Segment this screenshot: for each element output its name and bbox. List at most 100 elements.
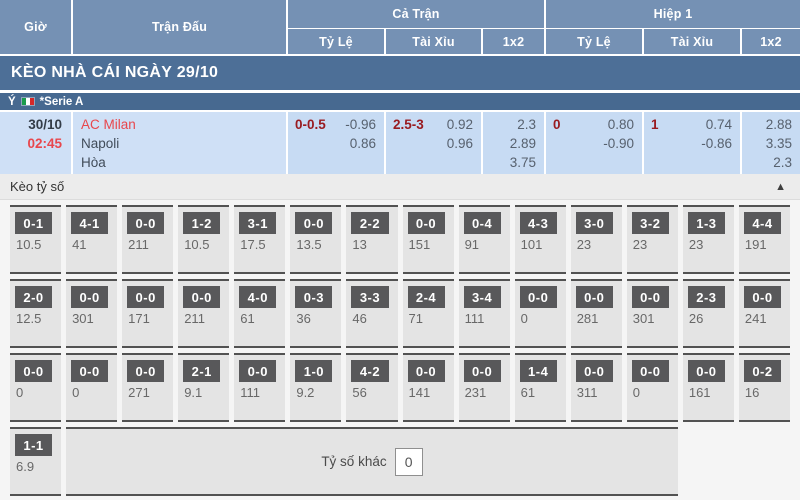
score-cell[interactable]: 2-3 26 xyxy=(682,279,734,348)
h1-1x2-home[interactable]: 2.88 xyxy=(765,117,792,132)
h1-overunder-odds2[interactable]: -0.86 xyxy=(701,136,732,151)
score-cell[interactable]: 0-0 161 xyxy=(682,353,734,422)
h1-1x2-cell[interactable]: 2.88 3.35 2.3 xyxy=(742,112,800,174)
score-label: 2-0 xyxy=(15,286,53,308)
collapse-arrow-icon[interactable]: ▲ xyxy=(775,180,786,193)
score-cell[interactable]: 0-0 301 xyxy=(626,279,678,348)
score-cell[interactable]: 3-4 111 xyxy=(458,279,510,348)
score-cell[interactable]: 0-0 0 xyxy=(66,353,118,422)
score-label: 2-2 xyxy=(351,212,389,234)
score-label: 1-0 xyxy=(295,360,333,382)
score-cell[interactable]: 2-2 13 xyxy=(346,205,398,274)
score-cell[interactable]: 2-0 12.5 xyxy=(10,279,62,348)
h1-1x2-draw[interactable]: 2.3 xyxy=(773,155,792,170)
score-label: 4-1 xyxy=(71,212,109,234)
away-team[interactable]: Napoli xyxy=(81,136,120,151)
score-cell[interactable]: 0-0 0 xyxy=(10,353,62,422)
score-cell[interactable]: 0-0 141 xyxy=(402,353,454,422)
ft-overunder-line[interactable]: 2.5-3 xyxy=(393,117,424,132)
score-cell[interactable]: 4-3 101 xyxy=(514,205,566,274)
score-cell[interactable]: 1-2 10.5 xyxy=(178,205,230,274)
score-cell[interactable]: 0-1 10.5 xyxy=(10,205,62,274)
h1-1x2-away[interactable]: 3.35 xyxy=(765,136,792,151)
score-cell[interactable]: 0-3 36 xyxy=(290,279,342,348)
h1-overunder-line[interactable]: 1 xyxy=(651,117,659,132)
score-cell[interactable]: 1-1 6.9 xyxy=(10,427,62,496)
score-section-title: Kèo tỷ số xyxy=(10,179,65,194)
score-cell[interactable]: 0-0 0 xyxy=(626,353,678,422)
score-odds: 271 xyxy=(128,385,150,400)
score-label: 0-0 xyxy=(127,360,165,382)
ft-handicap-odds2[interactable]: 0.86 xyxy=(349,136,376,151)
score-cell[interactable]: 0-0 271 xyxy=(122,353,174,422)
score-odds: 311 xyxy=(576,385,598,400)
h1-overunder-cell[interactable]: 1 0.74 -0.86 xyxy=(644,112,740,174)
score-label: 4-0 xyxy=(239,286,277,308)
ft-1x2-cell[interactable]: 2.3 2.89 3.75 xyxy=(483,112,544,174)
score-odds: 16 xyxy=(744,385,760,400)
score-odds: 0 xyxy=(16,385,24,400)
h1-handicap-line[interactable]: 0 xyxy=(553,117,561,132)
score-cell[interactable]: 3-1 17.5 xyxy=(234,205,286,274)
ft-overunder-odds1[interactable]: 0.92 xyxy=(446,117,473,132)
score-cell[interactable]: 0-0 241 xyxy=(738,279,790,348)
score-cell[interactable]: 0-0 211 xyxy=(178,279,230,348)
h1-handicap-odds1[interactable]: 0.80 xyxy=(607,117,634,132)
score-cell[interactable]: 2-1 9.1 xyxy=(178,353,230,422)
score-odds: 36 xyxy=(296,311,311,326)
score-odds: 9.2 xyxy=(296,385,315,400)
score-cell[interactable]: 0-0 311 xyxy=(570,353,622,422)
ft-1x2-away[interactable]: 2.89 xyxy=(509,136,536,151)
score-cell[interactable]: 0-0 111 xyxy=(234,353,286,422)
score-cell[interactable]: 0-0 171 xyxy=(122,279,174,348)
score-odds: 211 xyxy=(128,237,149,252)
score-cell[interactable]: 1-3 23 xyxy=(682,205,734,274)
score-cell[interactable]: 4-4 191 xyxy=(738,205,790,274)
score-cell[interactable]: 0-2 16 xyxy=(738,353,790,422)
score-cell[interactable]: 4-1 41 xyxy=(66,205,118,274)
score-cell[interactable]: 0-4 91 xyxy=(458,205,510,274)
score-cell[interactable]: 4-2 56 xyxy=(346,353,398,422)
score-odds: 211 xyxy=(184,311,205,326)
match-row: 30/10 02:45 AC Milan Napoli Hòa 0-0.5 -0… xyxy=(0,112,800,174)
score-label: 1-3 xyxy=(687,212,725,234)
score-label: 0-0 xyxy=(15,360,53,382)
score-cell[interactable]: 3-2 23 xyxy=(626,205,678,274)
score-label: 2-1 xyxy=(183,360,221,382)
other-score-input[interactable] xyxy=(394,447,423,476)
score-cell[interactable]: 4-0 61 xyxy=(234,279,286,348)
score-cell[interactable]: 0-0 0 xyxy=(514,279,566,348)
ft-handicap-cell[interactable]: 0-0.5 -0.96 0.86 xyxy=(288,112,384,174)
score-cell[interactable]: 0-0 13.5 xyxy=(290,205,342,274)
ft-handicap-line[interactable]: 0-0.5 xyxy=(295,117,326,132)
score-cell[interactable]: 0-0 281 xyxy=(570,279,622,348)
match-date: 30/10 xyxy=(28,117,62,132)
home-team[interactable]: AC Milan xyxy=(81,117,136,132)
h1-overunder-odds1[interactable]: 0.74 xyxy=(705,117,732,132)
score-cell[interactable]: 0-0 211 xyxy=(122,205,174,274)
score-cell[interactable]: 1-0 9.2 xyxy=(290,353,342,422)
score-label: 0-0 xyxy=(519,286,557,308)
h1-handicap-cell[interactable]: 0 0.80 -0.90 xyxy=(546,112,642,174)
score-cell[interactable]: 0-0 231 xyxy=(458,353,510,422)
score-label: 0-0 xyxy=(71,286,109,308)
ft-overunder-cell[interactable]: 2.5-3 0.92 0.96 xyxy=(386,112,481,174)
score-cell[interactable]: 3-3 46 xyxy=(346,279,398,348)
score-odds: 6.9 xyxy=(16,459,35,474)
score-label: 3-3 xyxy=(351,286,389,308)
ft-handicap-odds1[interactable]: -0.96 xyxy=(345,117,376,132)
score-cell[interactable]: 2-4 71 xyxy=(402,279,454,348)
score-odds: 9.1 xyxy=(184,385,203,400)
score-cell[interactable]: 1-4 61 xyxy=(514,353,566,422)
ft-1x2-home[interactable]: 2.3 xyxy=(517,117,536,132)
header-h1-overunder: Tài Xỉu xyxy=(644,29,740,54)
score-odds: 23 xyxy=(688,237,704,252)
h1-handicap-odds2[interactable]: -0.90 xyxy=(603,136,634,151)
score-cell[interactable]: 0-0 151 xyxy=(402,205,454,274)
score-cell[interactable]: 3-0 23 xyxy=(570,205,622,274)
ft-overunder-odds2[interactable]: 0.96 xyxy=(446,136,473,151)
score-odds: 23 xyxy=(632,237,648,252)
score-cell[interactable]: 0-0 301 xyxy=(66,279,118,348)
score-label: 0-0 xyxy=(743,286,781,308)
ft-1x2-draw[interactable]: 3.75 xyxy=(509,155,536,170)
